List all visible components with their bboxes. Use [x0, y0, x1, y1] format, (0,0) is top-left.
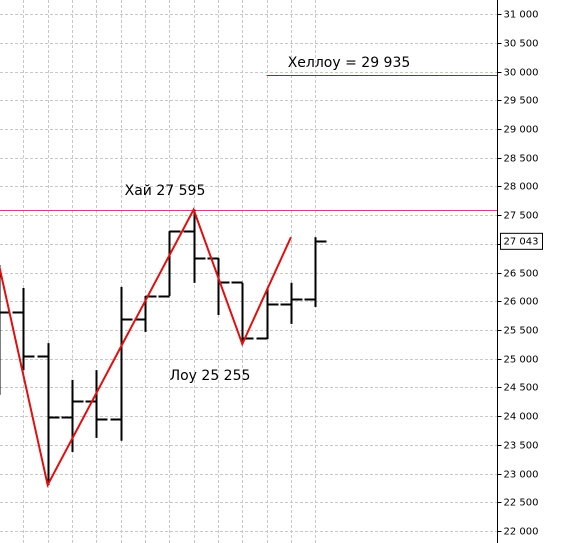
y-tick-label: 25 000 [504, 355, 539, 366]
y-tick-label: 29 500 [504, 96, 539, 107]
y-tick-label: 26 000 [504, 297, 539, 308]
y-tick-label: 27 500 [504, 211, 539, 222]
y-tick-label: 24 500 [504, 383, 539, 394]
zigzag-line [0, 207, 292, 488]
y-tick-label: 23 000 [504, 470, 539, 481]
plot: Хай 27 595 Хеллоу = 29 935 Лоу 25 255 [0, 55, 498, 488]
y-tick-label: 23 500 [504, 441, 539, 452]
y-axis-labels: 22 000 22 500 23 000 23 500 24 000 24 500 25 0… [497, 10, 543, 538]
annotation: Хеллоу = 29 935 [288, 55, 411, 71]
y-tick-label: 24 000 [504, 412, 539, 423]
y-tick-label: 22 500 [504, 498, 539, 509]
last-price-box [500, 232, 543, 250]
annotation: Хай 27 595 [125, 183, 206, 199]
annotation: Лоу 25 255 [170, 368, 251, 384]
y-tick-label: 28 500 [504, 154, 539, 165]
last-price-label: 27 043 [504, 236, 539, 247]
y-tick-label: 29 000 [504, 125, 539, 136]
y-tick-label: 28 000 [504, 182, 539, 193]
y-tick-label: 31 000 [504, 10, 539, 21]
y-tick-label: 30 000 [504, 68, 539, 79]
y-tick-label: 26 500 [504, 269, 539, 280]
y-tick-label: 22 000 [504, 527, 539, 538]
y-tick-label: 25 500 [504, 326, 539, 337]
y-tick-label: 30 500 [504, 39, 539, 50]
